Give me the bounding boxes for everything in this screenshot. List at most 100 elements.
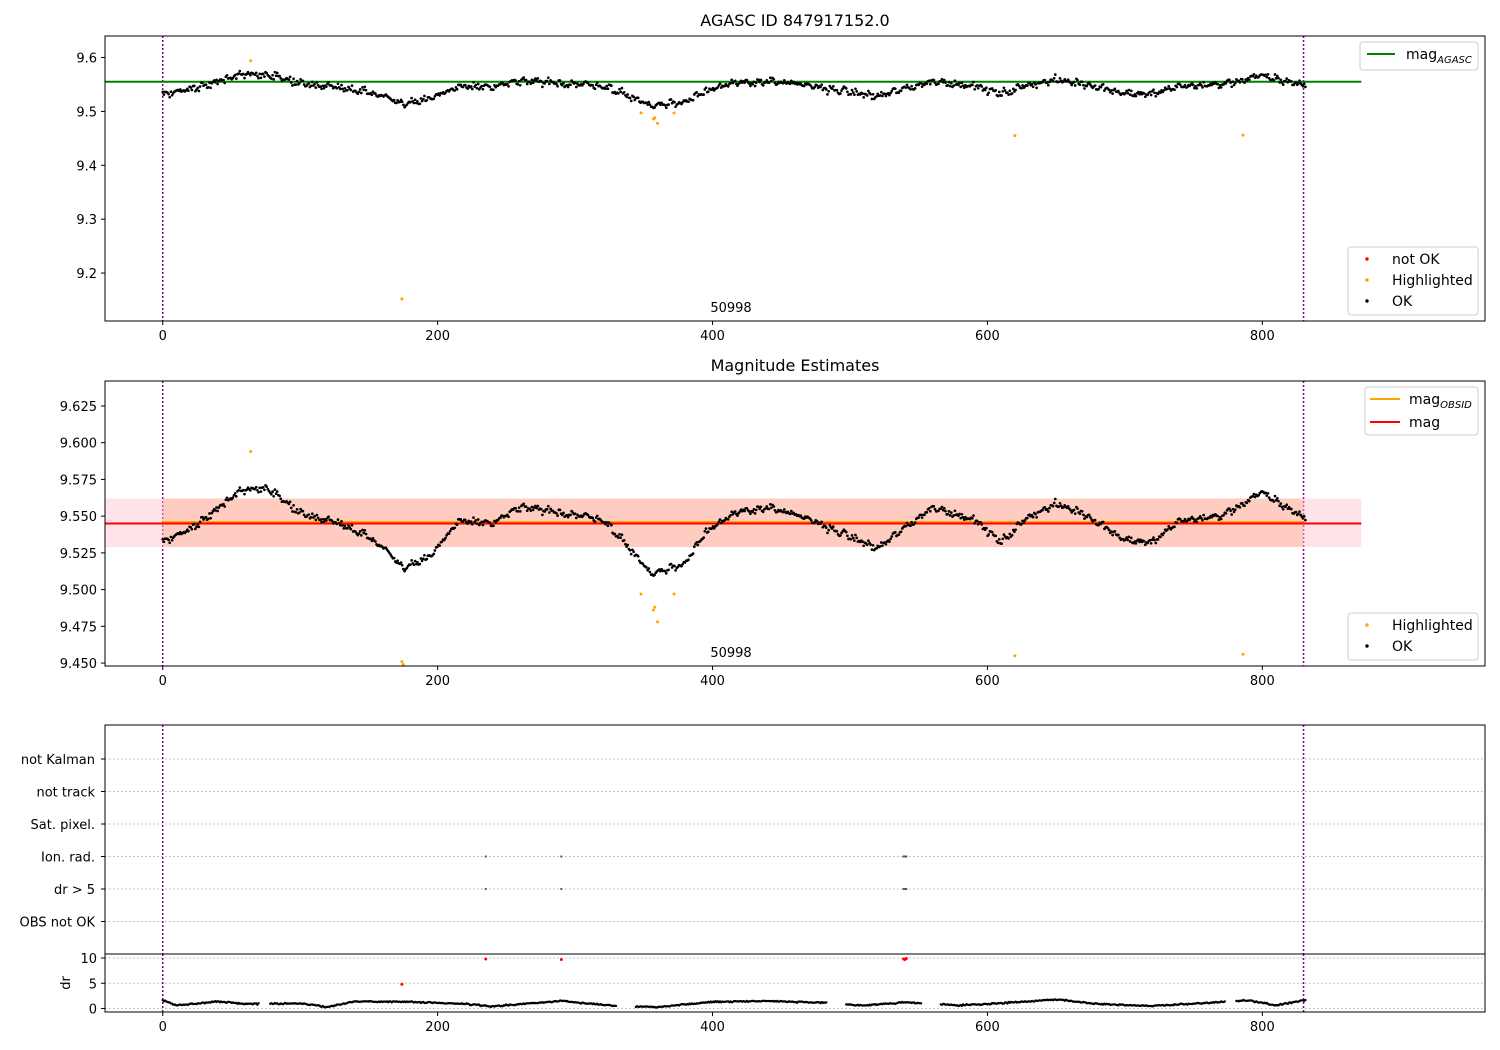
ok-point	[618, 87, 621, 91]
ok-point	[488, 85, 492, 89]
ok-point	[1252, 72, 1256, 76]
ok-point	[359, 534, 363, 537]
x-tick-label: 400	[700, 674, 725, 689]
ok-point	[770, 79, 773, 83]
ok-point	[827, 89, 831, 93]
ok-point	[309, 515, 313, 519]
ok-point	[867, 89, 870, 93]
ok-point	[416, 560, 419, 564]
x-tick-label: 600	[975, 1020, 1000, 1035]
ok-point	[899, 530, 903, 534]
x-tick-label: 400	[700, 1020, 725, 1035]
ok-point	[192, 522, 196, 526]
ok-point	[238, 486, 242, 489]
ok-point	[751, 82, 755, 86]
highlighted-point	[249, 59, 253, 63]
ok-point	[927, 507, 931, 510]
ok-point	[1082, 513, 1085, 517]
ok-point	[733, 510, 737, 513]
ok-point	[1284, 505, 1287, 509]
ok-point	[330, 84, 334, 88]
ok-point	[1152, 536, 1155, 539]
ok-point	[719, 521, 723, 525]
ok-point	[1238, 505, 1242, 509]
ok-point	[861, 92, 864, 95]
ok-point	[1202, 80, 1206, 84]
ok-point	[340, 520, 343, 523]
ok-point	[879, 541, 883, 544]
ok-point	[1085, 84, 1089, 88]
ok-point	[178, 88, 182, 91]
y-tick-label: 9.450	[60, 657, 97, 672]
ok-point	[400, 563, 404, 567]
ok-point	[1028, 81, 1031, 85]
ok-point	[622, 90, 626, 94]
ok-point	[890, 535, 894, 538]
ok-point	[659, 569, 662, 573]
flag-point	[905, 855, 908, 858]
ok-point	[1125, 536, 1128, 539]
ok-point	[841, 87, 845, 90]
ok-point	[292, 503, 295, 507]
panel-magnitude-background	[105, 381, 1362, 666]
ok-point	[1146, 93, 1149, 97]
ok-point	[1240, 77, 1244, 81]
panel-magnitude-title: Magnitude Estimates	[711, 356, 880, 375]
ok-point	[718, 518, 722, 521]
ok-point	[905, 83, 909, 87]
ok-point	[327, 81, 330, 84]
ok-point	[413, 98, 417, 102]
ok-point	[869, 92, 873, 96]
ok-point	[680, 564, 683, 568]
ok-point	[1210, 83, 1214, 87]
ok-point	[927, 79, 931, 83]
ok-point	[717, 520, 721, 524]
ok-point	[928, 82, 932, 86]
ok-point	[1210, 515, 1214, 519]
ok-point	[1266, 73, 1270, 76]
ok-point	[256, 488, 259, 492]
ok-point	[1010, 92, 1014, 95]
ok-point	[530, 78, 534, 82]
ok-point	[854, 87, 857, 91]
ok-point	[1159, 91, 1162, 94]
ok-point	[539, 507, 543, 511]
ok-point	[475, 86, 479, 90]
panel-flags-data	[484, 855, 908, 891]
ok-point	[1294, 81, 1298, 84]
ok-point	[343, 524, 347, 528]
ok-point	[371, 537, 375, 540]
ok-point	[1035, 516, 1038, 519]
ok-point	[560, 83, 564, 87]
ok-point	[289, 81, 293, 84]
ok-point	[475, 522, 479, 526]
ok-point	[1080, 509, 1084, 513]
ok-point	[987, 533, 991, 536]
ok-point	[975, 519, 979, 523]
ok-point	[1030, 513, 1034, 517]
category-label: OBS not OK	[20, 916, 96, 931]
ok-point	[440, 540, 444, 544]
ok-point	[928, 509, 932, 513]
ok-point	[628, 548, 632, 552]
ok-point	[438, 94, 441, 97]
panel-agasc: AGASC ID 847917152.0 0 200 400 600 800 9.2 9.3…	[76, 11, 1486, 344]
ok-point	[1281, 507, 1285, 511]
ok-point	[617, 536, 620, 539]
ok-point	[350, 523, 354, 527]
ok-point	[466, 87, 470, 90]
ok-point	[875, 546, 878, 550]
ok-point	[879, 90, 883, 94]
x-tick-label: 600	[975, 674, 1000, 689]
ok-point	[702, 536, 706, 539]
ok-point	[726, 85, 730, 88]
ok-point	[815, 519, 819, 523]
ok-point	[1041, 508, 1044, 512]
ok-point	[958, 81, 961, 85]
ok-point	[313, 514, 316, 518]
ok-point	[1154, 94, 1158, 98]
ok-point	[985, 86, 988, 90]
ok-point	[1089, 515, 1092, 519]
ok-point	[476, 518, 480, 521]
ok-point	[237, 488, 241, 492]
